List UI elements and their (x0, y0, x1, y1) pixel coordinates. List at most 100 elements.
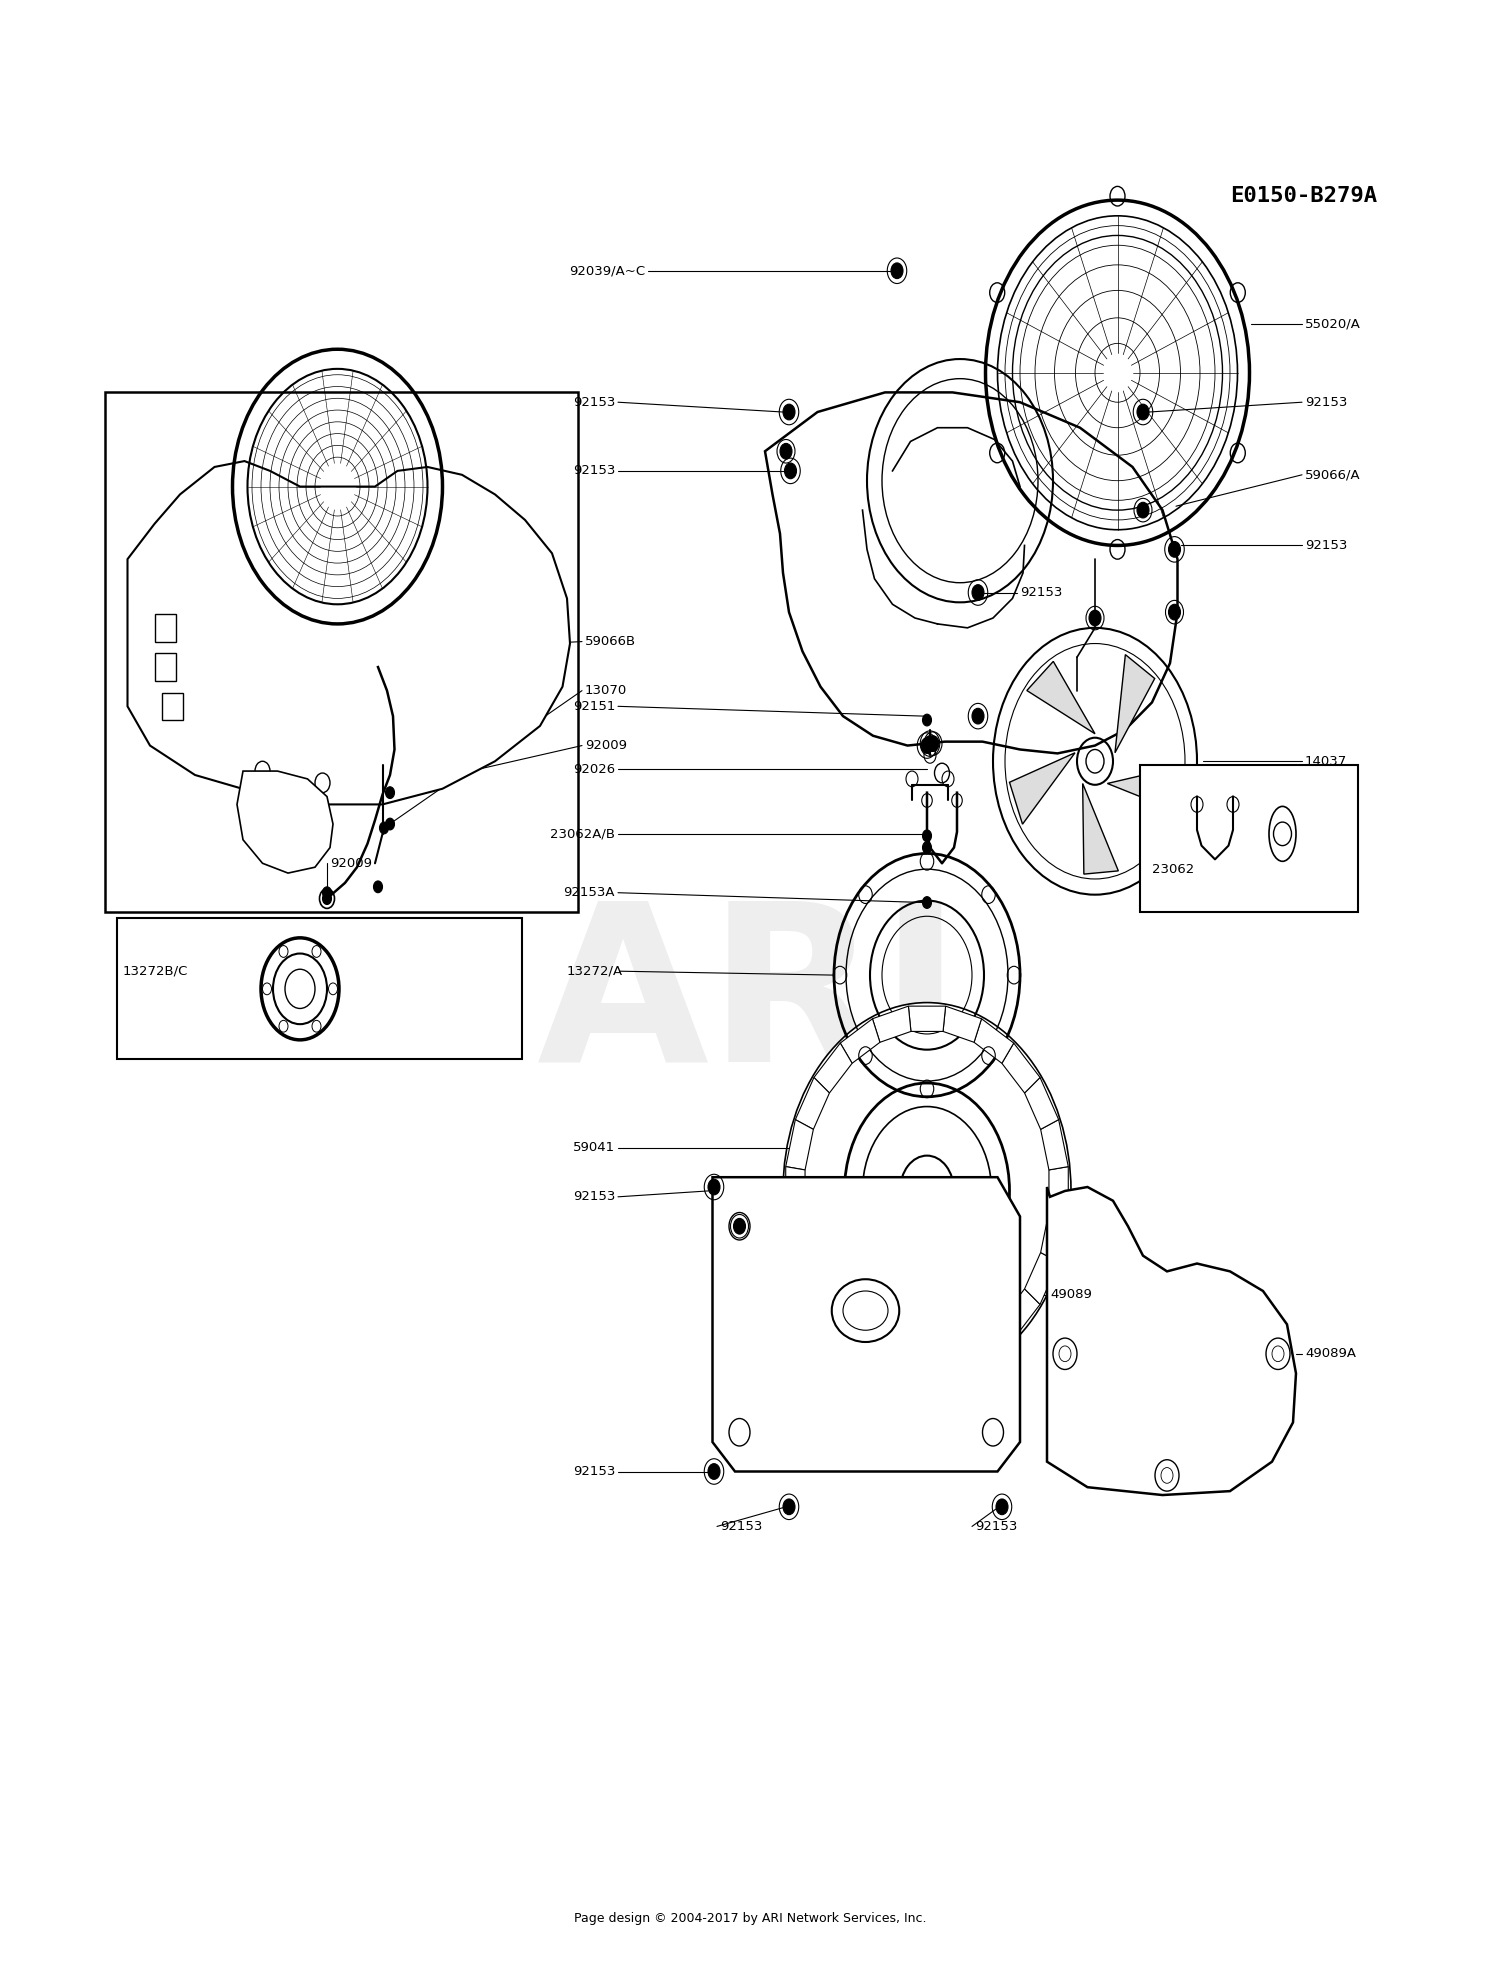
Text: E0150-B279A: E0150-B279A (1230, 186, 1377, 206)
Text: 13272B/C: 13272B/C (123, 965, 189, 977)
Circle shape (998, 1501, 1006, 1513)
Circle shape (710, 1181, 718, 1193)
Polygon shape (1041, 1120, 1068, 1169)
Circle shape (708, 1179, 720, 1195)
Text: 14037: 14037 (1305, 755, 1347, 767)
Circle shape (921, 738, 933, 753)
Polygon shape (1048, 1167, 1068, 1214)
Text: 49089A: 49089A (1305, 1348, 1356, 1360)
Text: 59066B: 59066B (585, 636, 636, 647)
Circle shape (710, 1466, 718, 1477)
Polygon shape (873, 1007, 910, 1042)
Polygon shape (815, 1044, 852, 1093)
FancyBboxPatch shape (162, 693, 183, 720)
Polygon shape (786, 1213, 813, 1262)
Circle shape (972, 708, 984, 724)
Text: 92039/A~C: 92039/A~C (568, 265, 645, 277)
Text: 92153: 92153 (1305, 540, 1347, 551)
Circle shape (786, 465, 795, 477)
Polygon shape (712, 1177, 1020, 1472)
Text: 59041: 59041 (573, 1142, 615, 1154)
Polygon shape (815, 1289, 852, 1338)
Circle shape (922, 714, 932, 726)
Circle shape (784, 463, 796, 479)
Polygon shape (1024, 1077, 1059, 1130)
FancyBboxPatch shape (1140, 765, 1358, 912)
Circle shape (784, 406, 794, 418)
Circle shape (783, 1003, 1071, 1379)
Circle shape (1170, 543, 1179, 555)
Polygon shape (1024, 1252, 1059, 1305)
Text: 92009: 92009 (330, 857, 372, 869)
Text: 92153A: 92153A (564, 887, 615, 899)
Polygon shape (1107, 765, 1182, 810)
Polygon shape (1041, 1213, 1068, 1262)
Circle shape (386, 818, 394, 830)
Circle shape (892, 265, 902, 277)
Circle shape (927, 736, 939, 751)
Text: 13070: 13070 (585, 685, 627, 697)
Polygon shape (944, 1340, 981, 1375)
FancyBboxPatch shape (105, 392, 578, 912)
Circle shape (386, 787, 394, 799)
Polygon shape (909, 1007, 945, 1032)
Text: 92153: 92153 (573, 465, 615, 477)
Text: 59066/A: 59066/A (1305, 469, 1360, 481)
Circle shape (784, 1501, 794, 1513)
Circle shape (780, 443, 792, 459)
Text: ARI: ARI (537, 893, 963, 1109)
Polygon shape (795, 1252, 830, 1305)
Circle shape (1089, 610, 1101, 626)
Circle shape (380, 822, 388, 834)
Polygon shape (786, 1167, 806, 1214)
Ellipse shape (1269, 806, 1296, 861)
Polygon shape (795, 1077, 830, 1130)
Polygon shape (909, 1350, 945, 1375)
Text: 92153: 92153 (1020, 587, 1062, 598)
Text: 49089: 49089 (1050, 1289, 1092, 1301)
Polygon shape (128, 461, 570, 804)
Polygon shape (786, 1120, 813, 1169)
Polygon shape (1083, 783, 1119, 875)
Polygon shape (1114, 655, 1155, 753)
Polygon shape (840, 1018, 880, 1063)
Circle shape (1168, 604, 1180, 620)
Circle shape (922, 897, 932, 908)
Text: 92151: 92151 (573, 700, 615, 712)
Circle shape (1168, 542, 1180, 557)
Circle shape (922, 830, 932, 842)
Polygon shape (1010, 753, 1076, 824)
Text: 92026: 92026 (573, 763, 615, 775)
Polygon shape (944, 1007, 981, 1042)
Circle shape (972, 585, 984, 600)
FancyBboxPatch shape (154, 614, 176, 642)
Polygon shape (237, 771, 333, 873)
Circle shape (322, 887, 332, 899)
Text: 13272/A: 13272/A (567, 965, 622, 977)
Text: Page design © 2004-2017 by ARI Network Services, Inc.: Page design © 2004-2017 by ARI Network S… (573, 1913, 926, 1925)
Circle shape (783, 404, 795, 420)
Text: 92153: 92153 (720, 1521, 762, 1532)
Polygon shape (1047, 1187, 1296, 1495)
Text: 23062A/B: 23062A/B (550, 828, 615, 840)
Text: 92153: 92153 (573, 1191, 615, 1203)
Text: 92153: 92153 (1305, 396, 1347, 408)
Circle shape (708, 1464, 720, 1479)
Text: 92153: 92153 (975, 1521, 1017, 1532)
Text: 92153: 92153 (573, 396, 615, 408)
Circle shape (1137, 404, 1149, 420)
Circle shape (996, 1499, 1008, 1515)
Polygon shape (974, 1318, 1014, 1364)
Text: 23062: 23062 (1152, 863, 1194, 875)
Ellipse shape (843, 1291, 888, 1330)
FancyBboxPatch shape (154, 653, 176, 681)
Circle shape (1137, 502, 1149, 518)
Circle shape (922, 842, 932, 853)
Ellipse shape (831, 1279, 900, 1342)
Circle shape (924, 736, 936, 751)
Circle shape (891, 263, 903, 279)
Polygon shape (1002, 1289, 1040, 1338)
Circle shape (734, 1218, 746, 1234)
Text: 92153: 92153 (573, 1466, 615, 1477)
Text: 55020/A: 55020/A (1305, 318, 1360, 330)
